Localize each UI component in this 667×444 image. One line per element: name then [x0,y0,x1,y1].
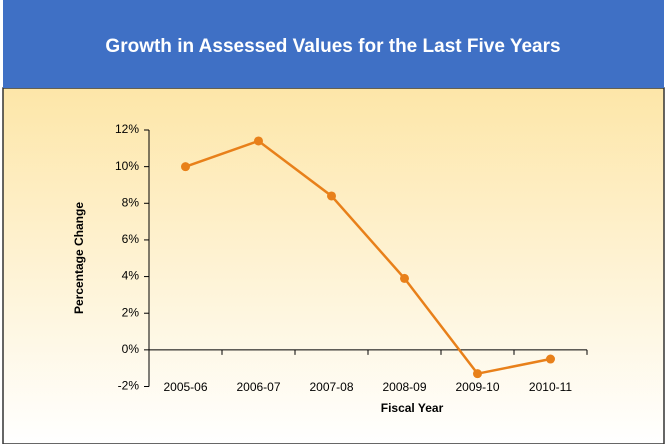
y-tick-label: 0% [122,342,140,356]
x-tick-label: 2010-11 [529,380,572,394]
y-axis-title: Percentage Change [72,202,86,314]
y-tick-label: 12% [115,122,139,136]
y-tick-label: 10% [115,159,139,173]
x-tick-label: 2009-10 [455,380,499,394]
x-tick-label: 2005-06 [163,380,207,394]
point [327,191,336,201]
x-tick-label: 2007-08 [309,380,353,394]
x-tick-label: 2008-09 [382,380,426,394]
line [185,139,551,376]
y-tick-label: 8% [122,195,140,209]
point [546,354,555,364]
y-tick-label: 2% [122,305,140,319]
y-tick-label: -2% [118,379,140,393]
y-tick-label: 6% [122,232,140,246]
point [254,136,263,146]
point [400,273,409,283]
panel [2,87,665,444]
x-axis-title: Fiscal Year [381,401,444,415]
y-tick-label: 4% [122,269,140,283]
point [181,162,190,172]
point [473,369,482,379]
header [3,0,664,88]
x-tick-label: 2006-07 [236,380,280,394]
chart-title: Growth in Assessed Values for the Last F… [105,36,560,57]
